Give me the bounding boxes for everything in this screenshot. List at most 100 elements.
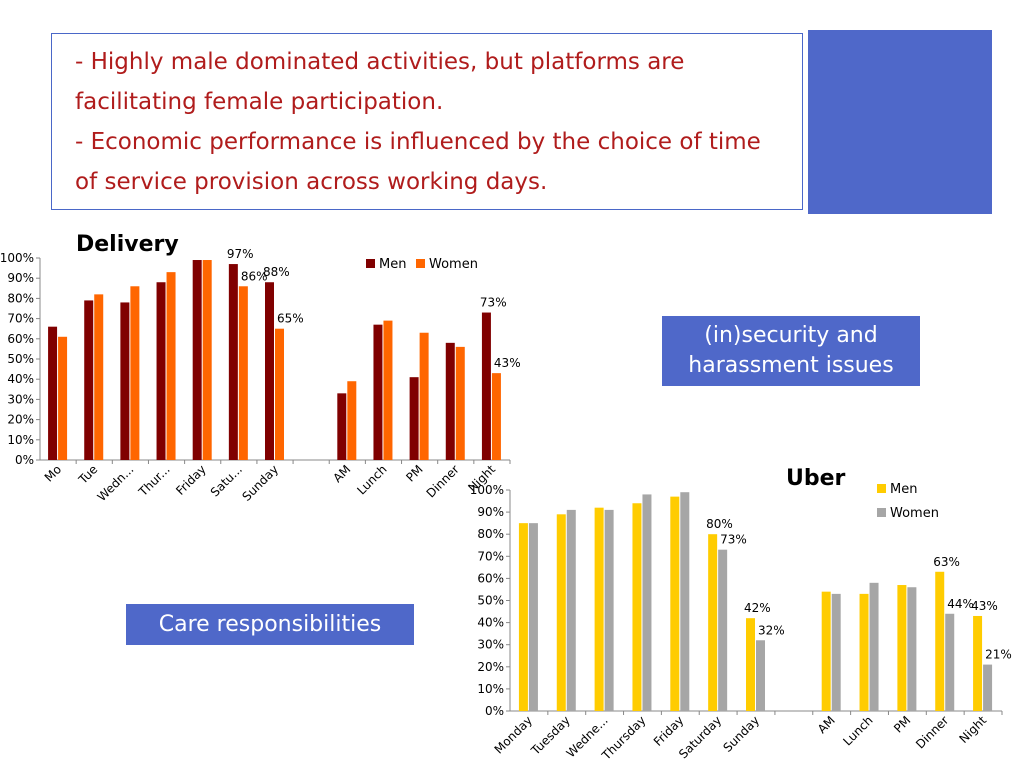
bar-women (347, 381, 357, 460)
data-label: 86% (241, 269, 268, 283)
data-label: 73% (480, 296, 507, 310)
bar-women (94, 294, 104, 460)
bar-women (869, 582, 879, 711)
bar-women (604, 509, 614, 711)
data-label: 65% (277, 312, 304, 326)
x-tick-label: Friday (651, 713, 687, 749)
bar-women (455, 346, 465, 460)
legend-swatch-women (877, 508, 886, 517)
bar-men (120, 302, 130, 460)
legend-swatch-men (366, 259, 375, 268)
legend-label-men: Men (890, 482, 917, 497)
x-tick-label: Night (956, 713, 989, 746)
y-tick-label: 60% (477, 571, 504, 585)
y-tick-label: 0% (485, 704, 504, 718)
y-tick-label: 40% (7, 372, 34, 386)
chart-title: Delivery (76, 232, 179, 257)
x-tick-label: AM (330, 462, 353, 485)
y-tick-label: 20% (477, 660, 504, 674)
y-tick-label: 10% (477, 682, 504, 696)
x-tick-label: Monday (492, 713, 535, 756)
bar-men (409, 377, 419, 460)
data-label: 32% (758, 623, 785, 637)
bar-men (337, 393, 347, 460)
security-callout-line-2: harassment issues (688, 353, 894, 378)
data-label: 73% (720, 533, 747, 547)
y-tick-label: 0% (15, 453, 34, 467)
bar-women (238, 286, 248, 460)
summary-text-box: - Highly male dominated activities, but … (51, 33, 803, 210)
bar-women (983, 664, 993, 711)
bar-men (445, 342, 455, 460)
x-tick-label: Lunch (354, 462, 389, 497)
bar-women (275, 328, 284, 460)
x-tick-label: Mo (42, 462, 64, 484)
bar-men (228, 264, 238, 460)
bar-men (265, 282, 274, 460)
y-tick-label: 50% (7, 352, 34, 366)
x-tick-label: Lunch (840, 713, 875, 748)
summary-line-1: - Highly male dominated activities, but … (75, 49, 685, 75)
y-tick-label: 10% (7, 433, 34, 447)
bar-women (528, 523, 538, 711)
x-tick-label: Dinner (913, 713, 951, 751)
x-tick-label: Sunday (720, 713, 762, 755)
y-tick-label: 90% (477, 505, 504, 519)
bar-women (907, 587, 917, 711)
bar-women (130, 286, 140, 460)
data-label: 21% (985, 648, 1012, 662)
y-tick-label: 50% (477, 594, 504, 608)
x-tick-label: Wedn... (95, 462, 137, 504)
bar-men (670, 496, 680, 711)
bar-men (48, 326, 58, 460)
legend-label-women: Women (429, 257, 478, 272)
data-label: 80% (706, 517, 733, 531)
data-label: 63% (933, 555, 960, 569)
y-tick-label: 40% (477, 616, 504, 630)
data-label: 97% (227, 247, 254, 261)
data-label: 88% (263, 265, 290, 279)
bar-women (945, 613, 955, 711)
bar-men (746, 618, 755, 711)
security-callout: (in)security and harassment issues (662, 316, 920, 386)
summary-line-2: facilitating female participation. (75, 89, 444, 115)
legend-swatch-men (877, 484, 886, 493)
delivery-chart: Delivery 0% 10% 20% 30% 40% 50% 60% 70% 80% 90% 100… (0, 232, 521, 504)
bar-men (518, 523, 528, 711)
y-tick-label: 60% (7, 332, 34, 346)
bar-men (594, 507, 604, 711)
bar-women (491, 373, 501, 460)
x-tick-label: Thur... (135, 462, 172, 499)
y-tick-label: 70% (7, 312, 34, 326)
bar-men (156, 282, 166, 460)
bar-men (859, 593, 869, 711)
bar-women (419, 332, 429, 460)
x-tick-label: PM (403, 462, 425, 484)
security-callout-line-1: (in)security and (704, 323, 878, 348)
bar-women (202, 260, 212, 460)
summary-line-4: of service provision across working days… (75, 169, 548, 195)
bar-men (708, 534, 718, 711)
bar-men (897, 585, 907, 711)
bar-women (680, 492, 690, 711)
x-tick-label: Dinner (424, 462, 462, 500)
legend-label-women: Women (890, 506, 939, 521)
x-tick-label: Friday (173, 462, 209, 498)
y-tick-label: 70% (477, 549, 504, 563)
care-callout: Care responsibilities (126, 604, 414, 645)
bar-women (383, 320, 393, 460)
bar-women (831, 593, 841, 711)
data-label: 44% (947, 597, 974, 611)
chart-title: Uber (786, 466, 846, 491)
bar-men (373, 324, 383, 460)
bar-men (192, 260, 202, 460)
bar-men (84, 300, 94, 460)
bar-women (642, 494, 652, 711)
x-tick-label: AM (815, 713, 838, 736)
summary-line-3: - Economic performance is influenced by … (75, 129, 761, 155)
bar-women (566, 509, 576, 711)
bar-women (58, 336, 68, 460)
bar-men (821, 591, 831, 711)
y-tick-label: 90% (7, 271, 34, 285)
y-tick-label: 80% (477, 527, 504, 541)
